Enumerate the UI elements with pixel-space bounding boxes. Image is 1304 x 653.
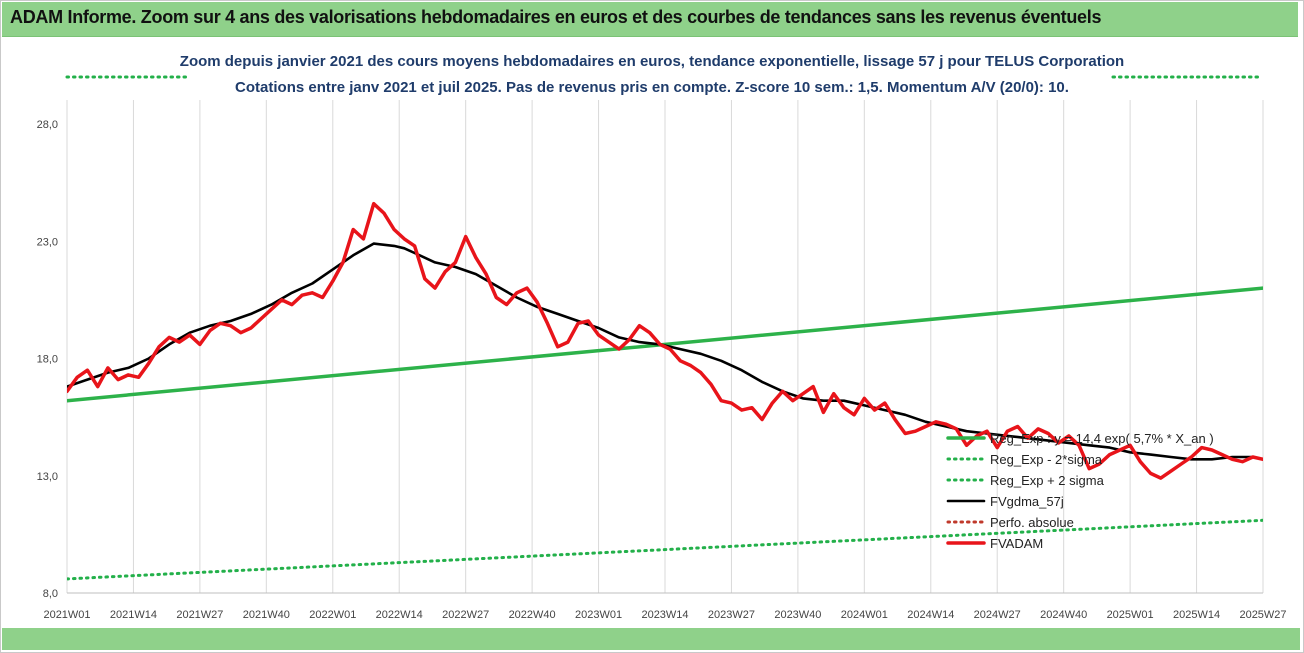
- x-tick-label: 2024W40: [1040, 609, 1087, 621]
- x-tick-label: 2022W40: [509, 609, 556, 621]
- x-tick-label: 2024W27: [974, 609, 1021, 621]
- series-reg-exp-2-sigma: [67, 518, 1263, 581]
- y-tick-label: 18,0: [37, 354, 58, 366]
- x-tick-label: 2025W27: [1239, 609, 1286, 621]
- y-tick-label: 8,0: [43, 588, 58, 600]
- legend-label: Reg_Exp - 2*sigma: [990, 452, 1103, 467]
- x-tick-label: 2022W01: [309, 609, 356, 621]
- x-tick-label: 2022W14: [376, 609, 423, 621]
- x-tick-label: 2024W14: [907, 609, 954, 621]
- legend: Reg_Exp : y = 14,4 exp( 5,7% * X_an ) Reg…: [946, 431, 1214, 551]
- axis-layer: 2021W01 2021W14 2021W27 2021W40 2022W01 2022W…: [37, 119, 1287, 621]
- legend-label: FVgdma_57j: [990, 494, 1064, 509]
- x-tick-label: 2023W14: [641, 609, 688, 621]
- series-fvadam: [67, 201, 1263, 480]
- y-tick-label: 13,0: [37, 471, 58, 483]
- legend-label: Reg_Exp + 2 sigma: [990, 473, 1105, 488]
- x-tick-label: 2023W27: [708, 609, 755, 621]
- footer-bar: [2, 628, 1300, 650]
- chart-title: Zoom depuis janvier 2021 des cours moyen…: [179, 53, 1125, 70]
- x-tick-label: 2021W40: [243, 609, 290, 621]
- legend-label: Reg_Exp : y = 14,4 exp( 5,7% * X_an ): [990, 431, 1214, 446]
- legend-label: Perfo. absolue: [990, 515, 1074, 530]
- x-tick-label: 2025W01: [1107, 609, 1154, 621]
- x-tick-label: 2021W27: [176, 609, 223, 621]
- x-tick-label: 2021W14: [110, 609, 157, 621]
- banner-title: ADAM Informe. Zoom sur 4 ans des valoris…: [10, 7, 1102, 27]
- x-tick-label: 2025W14: [1173, 609, 1220, 621]
- chart-subtitle: Cotations entre janv 2021 et juil 2025. …: [235, 79, 1069, 96]
- legend-label: FVADAM: [990, 536, 1043, 551]
- y-tick-label: 23,0: [37, 236, 58, 248]
- y-tick-label: 28,0: [37, 119, 58, 131]
- x-tick-label: 2021W01: [43, 609, 90, 621]
- header-banner: ADAM Informe. Zoom sur 4 ans des valoris…: [2, 2, 1298, 37]
- series-layer: [67, 201, 1263, 581]
- x-tick-label: 2024W01: [841, 609, 888, 621]
- x-tick-label: 2022W27: [442, 609, 489, 621]
- grid-layer: [66, 100, 1264, 593]
- x-tick-label: 2023W40: [774, 609, 821, 621]
- x-tick-label: 2023W01: [575, 609, 622, 621]
